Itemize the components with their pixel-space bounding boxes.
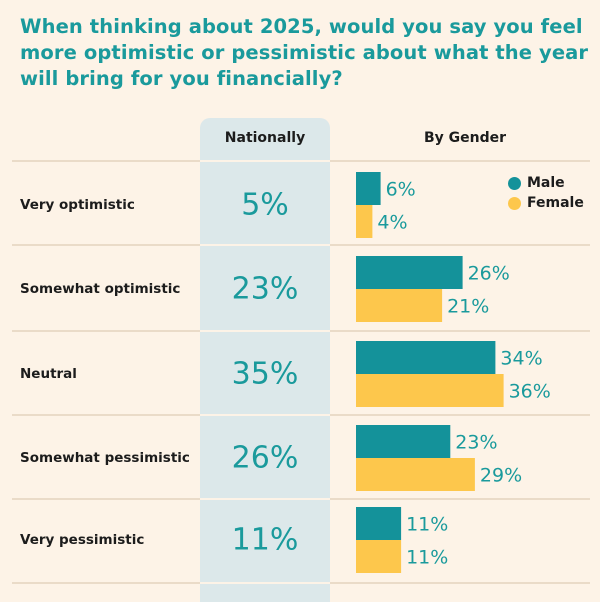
- bar-label-female: 11%: [406, 547, 448, 569]
- bar-label-female: 21%: [447, 296, 489, 318]
- row-label: Somewhat pessimistic: [20, 450, 190, 466]
- legend-label-female: Female: [527, 195, 584, 211]
- bar-male: [356, 341, 496, 374]
- legend-label-male: Male: [527, 175, 565, 191]
- row-label: Very optimistic: [20, 197, 135, 213]
- row-separator: [200, 414, 330, 416]
- row-separator: [200, 160, 330, 162]
- bar-label-male: 6%: [386, 179, 416, 201]
- row-separator: [330, 244, 590, 246]
- bar-label-male: 11%: [406, 514, 448, 536]
- bar-label-female: 36%: [509, 381, 551, 403]
- row-separator: [200, 582, 330, 584]
- row-separator: [330, 498, 590, 500]
- bar-female: [356, 374, 504, 407]
- row-separator: [330, 330, 590, 332]
- row-separator: [12, 160, 200, 162]
- row-separator: [12, 330, 200, 332]
- row-separator: [330, 582, 590, 584]
- row-label: Somewhat optimistic: [20, 281, 181, 297]
- row-separator: [12, 582, 200, 584]
- national-value: 23%: [231, 271, 299, 307]
- row-separator: [12, 498, 200, 500]
- legend-swatch-male: [508, 176, 521, 190]
- row-separator: [200, 498, 330, 500]
- national-value: 5%: [241, 187, 289, 223]
- national-value: 11%: [231, 522, 299, 558]
- row-separator: [12, 414, 200, 416]
- national-value: 35%: [231, 356, 299, 392]
- row-separator: [330, 160, 590, 162]
- legend-item-male: Male: [508, 173, 584, 193]
- bar-label-male: 34%: [500, 348, 542, 370]
- bar-female: [356, 540, 402, 573]
- bar-label-female: 4%: [377, 212, 407, 234]
- bar-label-male: 23%: [455, 432, 497, 454]
- bar-male: [356, 256, 463, 289]
- nationally-column: [200, 118, 330, 602]
- nationally-header: Nationally: [224, 130, 306, 146]
- national-value: 26%: [231, 440, 299, 476]
- bar-male: [356, 425, 451, 458]
- by-gender-header: By Gender: [423, 130, 507, 146]
- bar-female: [356, 205, 373, 238]
- bar-label-male: 26%: [468, 263, 510, 285]
- bar-female: [356, 458, 475, 491]
- legend: Male Female: [508, 173, 584, 213]
- row-separator: [200, 244, 330, 246]
- bar-label-female: 29%: [480, 465, 522, 487]
- chart-title: When thinking about 2025, would you say …: [20, 15, 589, 90]
- row-label: Very pessimistic: [20, 532, 145, 548]
- row-separator: [12, 244, 200, 246]
- bar-female: [356, 289, 443, 322]
- legend-item-female: Female: [508, 193, 584, 213]
- row-separator: [330, 414, 590, 416]
- row-separator: [200, 330, 330, 332]
- bar-male: [356, 172, 381, 205]
- legend-swatch-female: [508, 196, 521, 210]
- row-label: Neutral: [20, 366, 77, 382]
- bar-male: [356, 507, 402, 540]
